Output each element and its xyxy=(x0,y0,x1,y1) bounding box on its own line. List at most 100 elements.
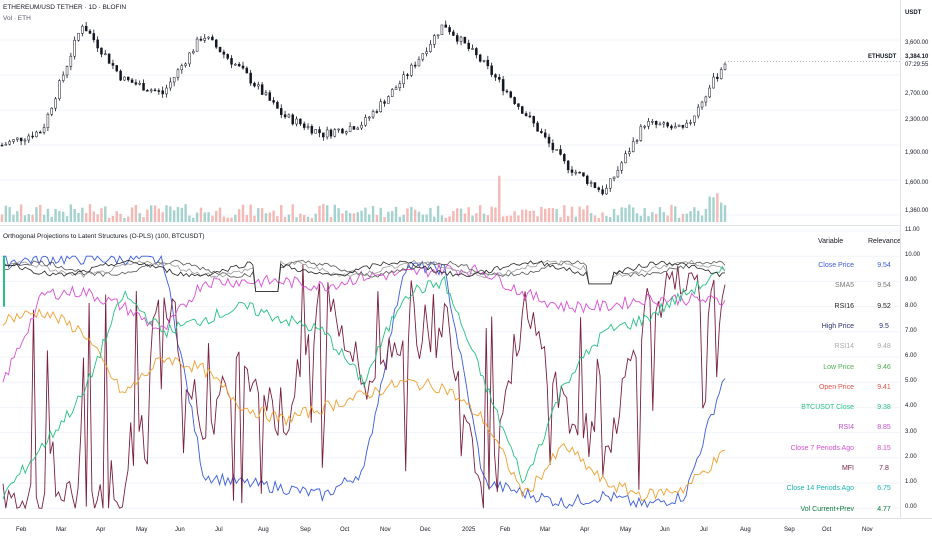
table-value-cell: 9.54 xyxy=(877,282,891,290)
volume-bar xyxy=(306,216,310,222)
candle-body xyxy=(199,38,203,41)
time-axis[interactable]: Feb Mar Apr May Jun Jul Aug Sep Oct Nov Dec 2025 Feb… xyxy=(0,518,932,551)
volume-bar xyxy=(264,213,268,222)
candle-body xyxy=(624,153,627,164)
candle-body xyxy=(555,149,558,151)
candle-body xyxy=(352,126,356,130)
indicator-chart[interactable] xyxy=(0,226,900,518)
candle-body xyxy=(295,118,298,125)
volume-bar xyxy=(253,215,256,222)
candle-body xyxy=(716,76,719,79)
volume-bar xyxy=(260,208,264,222)
volume-bar xyxy=(429,207,432,222)
volume-bar xyxy=(16,211,19,222)
candle-body xyxy=(459,36,463,42)
price-scale-tick: 3,600.00 xyxy=(905,40,929,46)
volume-bar xyxy=(700,215,704,222)
table-header-variable: Variable xyxy=(818,238,844,245)
candle-body xyxy=(35,131,38,138)
candle-body xyxy=(310,126,314,134)
price-scale-tick: 2,300.00 xyxy=(905,117,929,123)
volume-bar xyxy=(172,210,176,222)
candle-body xyxy=(498,77,501,80)
volume-bar xyxy=(459,208,463,222)
table-value-cell: 8.85 xyxy=(877,424,891,432)
volume-bar xyxy=(104,206,107,222)
candle-body xyxy=(475,48,478,56)
volume-bar xyxy=(494,207,497,222)
candle-body xyxy=(264,92,268,95)
symbol-label: ETHUSDT xyxy=(868,54,897,60)
volume-bar xyxy=(693,207,696,222)
candle-body xyxy=(302,123,306,128)
volume-bar xyxy=(635,213,639,222)
volume-label: Vol · ETH xyxy=(3,15,31,22)
volume-bar xyxy=(325,205,329,222)
volume-bar xyxy=(46,208,50,222)
indicator-pane[interactable]: Orthogonal Projections to Latent Structu… xyxy=(0,226,902,518)
candle-body xyxy=(563,154,566,162)
price-scale-tick: 1,900.00 xyxy=(905,150,929,156)
volume-bar xyxy=(348,213,352,222)
volume-bar xyxy=(107,217,111,222)
volume-bar xyxy=(169,206,172,222)
volume-bar xyxy=(146,209,149,222)
time-axis-label: Mar xyxy=(540,527,551,533)
volume-bar xyxy=(31,214,34,222)
pane-divider[interactable] xyxy=(0,225,932,226)
indicator-scale-tick: 6.00 xyxy=(905,353,917,359)
candle-body xyxy=(188,52,191,65)
time-axis-label: Nov xyxy=(862,527,873,533)
candle-body xyxy=(364,117,367,126)
candle-body xyxy=(429,44,432,52)
volume-bar xyxy=(413,209,417,222)
candle-body xyxy=(371,111,375,118)
volume-bar xyxy=(490,206,493,222)
candle-body xyxy=(214,39,218,48)
candle-body xyxy=(241,65,245,69)
candle-body xyxy=(689,122,692,124)
candle-body xyxy=(123,76,126,81)
candle-body xyxy=(276,102,279,109)
candle-body xyxy=(486,59,490,67)
candle-body xyxy=(126,76,130,81)
volume-bar xyxy=(153,205,157,222)
volume-bar xyxy=(498,175,501,222)
table-value-cell: 9.41 xyxy=(877,383,891,391)
candle-body xyxy=(413,64,417,67)
candle-body xyxy=(337,128,340,131)
volume-bar xyxy=(524,209,528,222)
price-pane[interactable]: ETHEREUM/USD TETHER · 1D · BLOFIN Vol · … xyxy=(0,0,900,225)
volume-bar xyxy=(84,212,88,222)
volume-bar xyxy=(605,215,608,222)
last-price-tag: 3,384.10 xyxy=(905,54,929,60)
volume-bar xyxy=(456,208,459,222)
candle-body xyxy=(100,47,103,55)
candle-body xyxy=(104,53,107,56)
candle-body xyxy=(283,114,287,118)
candle-body xyxy=(207,36,210,39)
volume-bar xyxy=(0,214,4,222)
volume-bar xyxy=(19,204,23,222)
volume-bar xyxy=(142,217,145,222)
volume-bar xyxy=(192,217,195,222)
volume-bar xyxy=(566,216,570,222)
volume-bar xyxy=(547,207,551,222)
volume-bar xyxy=(505,215,509,222)
candle-body xyxy=(490,65,493,75)
candle-body xyxy=(383,101,386,104)
candle-body xyxy=(566,160,570,171)
volume-bar xyxy=(58,211,61,222)
candle-body xyxy=(16,137,19,140)
table-value-cell: 9.46 xyxy=(877,363,891,371)
candle-body xyxy=(635,140,639,142)
candle-body xyxy=(58,80,61,100)
volume-bar xyxy=(574,216,578,222)
volume-bar xyxy=(478,205,482,222)
table-header-relevance: Relevance xyxy=(868,238,902,245)
candle-body xyxy=(658,123,662,126)
volume-bar xyxy=(157,208,161,222)
volume-bar xyxy=(352,213,356,222)
price-chart[interactable] xyxy=(0,0,900,225)
price-scale[interactable]: USDT 3,600.00 2,700.00 2,300.00 1,900.00 1,6… xyxy=(900,0,932,518)
